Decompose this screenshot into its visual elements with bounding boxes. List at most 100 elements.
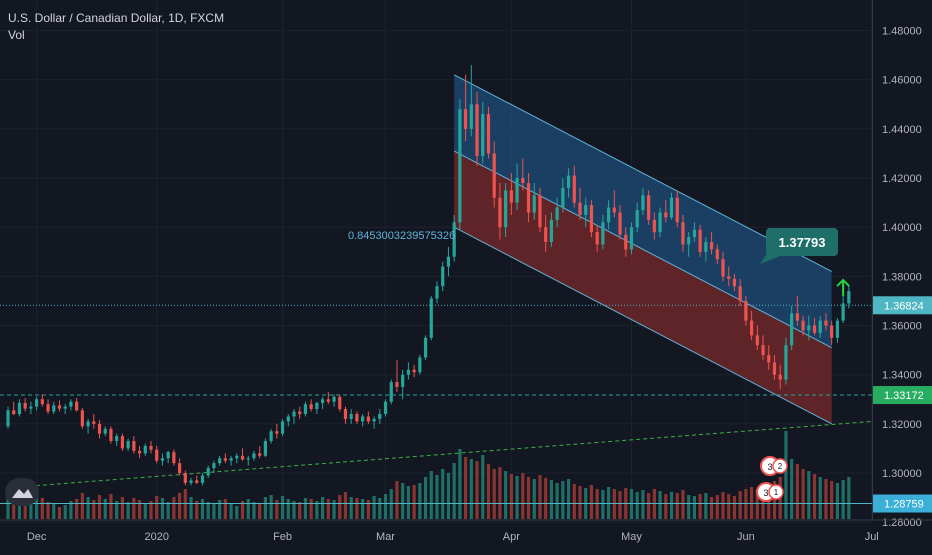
candle	[698, 224, 702, 257]
candle-body	[63, 406, 67, 409]
logo-icon	[12, 489, 33, 498]
volume-bar	[132, 498, 136, 519]
candle-body	[629, 227, 634, 250]
volume-bar	[715, 495, 719, 519]
candle	[721, 251, 725, 282]
candle	[738, 278, 742, 306]
candle	[303, 401, 308, 417]
volume-bar	[126, 502, 130, 519]
price-axis: 1.48000 1.46000 1.44000 1.42000 1.40000 1.380…	[873, 26, 932, 529]
candle	[223, 453, 227, 464]
candle-body	[761, 345, 765, 356]
volume-bar	[486, 464, 491, 519]
candle-body	[212, 463, 216, 469]
volume-bar	[727, 494, 731, 519]
candle	[429, 296, 433, 341]
volume-bar	[69, 501, 73, 519]
candle-body	[126, 441, 130, 449]
candle	[160, 453, 165, 466]
candle	[46, 399, 50, 415]
candle-body	[263, 441, 267, 456]
candle-body	[767, 355, 771, 363]
candle-body	[160, 458, 165, 461]
volume-bar	[664, 494, 668, 519]
candle	[767, 345, 771, 370]
candle	[240, 448, 245, 461]
volume-bar	[155, 496, 159, 519]
candle	[137, 445, 142, 459]
candle	[120, 433, 124, 451]
candle-body	[704, 241, 708, 252]
volume-bar	[97, 495, 102, 519]
candle-body	[280, 421, 285, 434]
candle	[338, 394, 342, 412]
candle	[458, 99, 462, 230]
candle-body	[52, 405, 56, 412]
candle	[200, 473, 205, 486]
volume-bar	[509, 474, 513, 519]
candle	[481, 101, 485, 164]
candle	[755, 325, 759, 351]
candle-body	[6, 410, 10, 427]
candle	[326, 391, 330, 405]
tradingview-logo[interactable]	[5, 478, 39, 506]
candle-body	[647, 195, 651, 220]
candle	[149, 441, 153, 454]
volume-bar	[6, 497, 10, 519]
candle	[366, 411, 370, 424]
candle-body	[498, 197, 502, 228]
candle-body	[486, 114, 491, 154]
candle	[80, 407, 84, 429]
candle	[812, 318, 817, 336]
candle-body	[566, 175, 571, 188]
candle	[795, 296, 799, 326]
candle-body	[355, 414, 359, 422]
volume-bar	[446, 473, 451, 519]
event-badge-count: 3	[763, 488, 768, 498]
candle	[664, 200, 668, 223]
candle-body	[178, 463, 182, 474]
candle	[824, 313, 828, 331]
volume-bar	[578, 486, 582, 519]
volume-bar	[143, 503, 147, 519]
candle	[178, 458, 182, 476]
candle-body	[258, 453, 262, 456]
candle-body	[303, 404, 308, 415]
candle-body	[607, 207, 611, 223]
volume-bar	[195, 501, 199, 519]
candle	[86, 418, 90, 434]
candle-body	[109, 428, 113, 442]
candle-body	[772, 362, 777, 375]
volume-bar	[63, 505, 67, 519]
candle	[618, 205, 622, 240]
candle-body	[132, 441, 136, 451]
volume-bar	[172, 497, 176, 519]
volume-indicator-label[interactable]: Vol	[8, 28, 25, 42]
candle	[269, 428, 273, 444]
candle-body	[75, 401, 79, 411]
volume-bar	[229, 504, 233, 519]
symbol-title[interactable]: U.S. Dollar / Canadian Dollar, 1D, FXCM	[8, 11, 225, 25]
volume-bar	[675, 493, 679, 519]
volume-bar	[355, 498, 359, 519]
candle-body	[778, 374, 782, 380]
candle	[389, 379, 393, 405]
volume-bar	[275, 500, 279, 519]
candle-body	[206, 468, 210, 476]
candle	[206, 465, 210, 478]
volume-bar	[137, 500, 142, 519]
volume-bar	[647, 493, 651, 519]
candle	[315, 401, 319, 415]
candle	[246, 455, 250, 466]
time-axis: Dec 2020 Feb Mar Apr May Jun Jul	[0, 519, 932, 543]
candle	[401, 369, 405, 400]
candle-body	[275, 431, 279, 434]
candle-body	[458, 109, 462, 223]
candle-body	[521, 178, 525, 183]
candle	[17, 399, 22, 417]
candle-body	[504, 190, 508, 228]
price-label-box	[873, 494, 932, 513]
volume-bar	[469, 459, 473, 519]
